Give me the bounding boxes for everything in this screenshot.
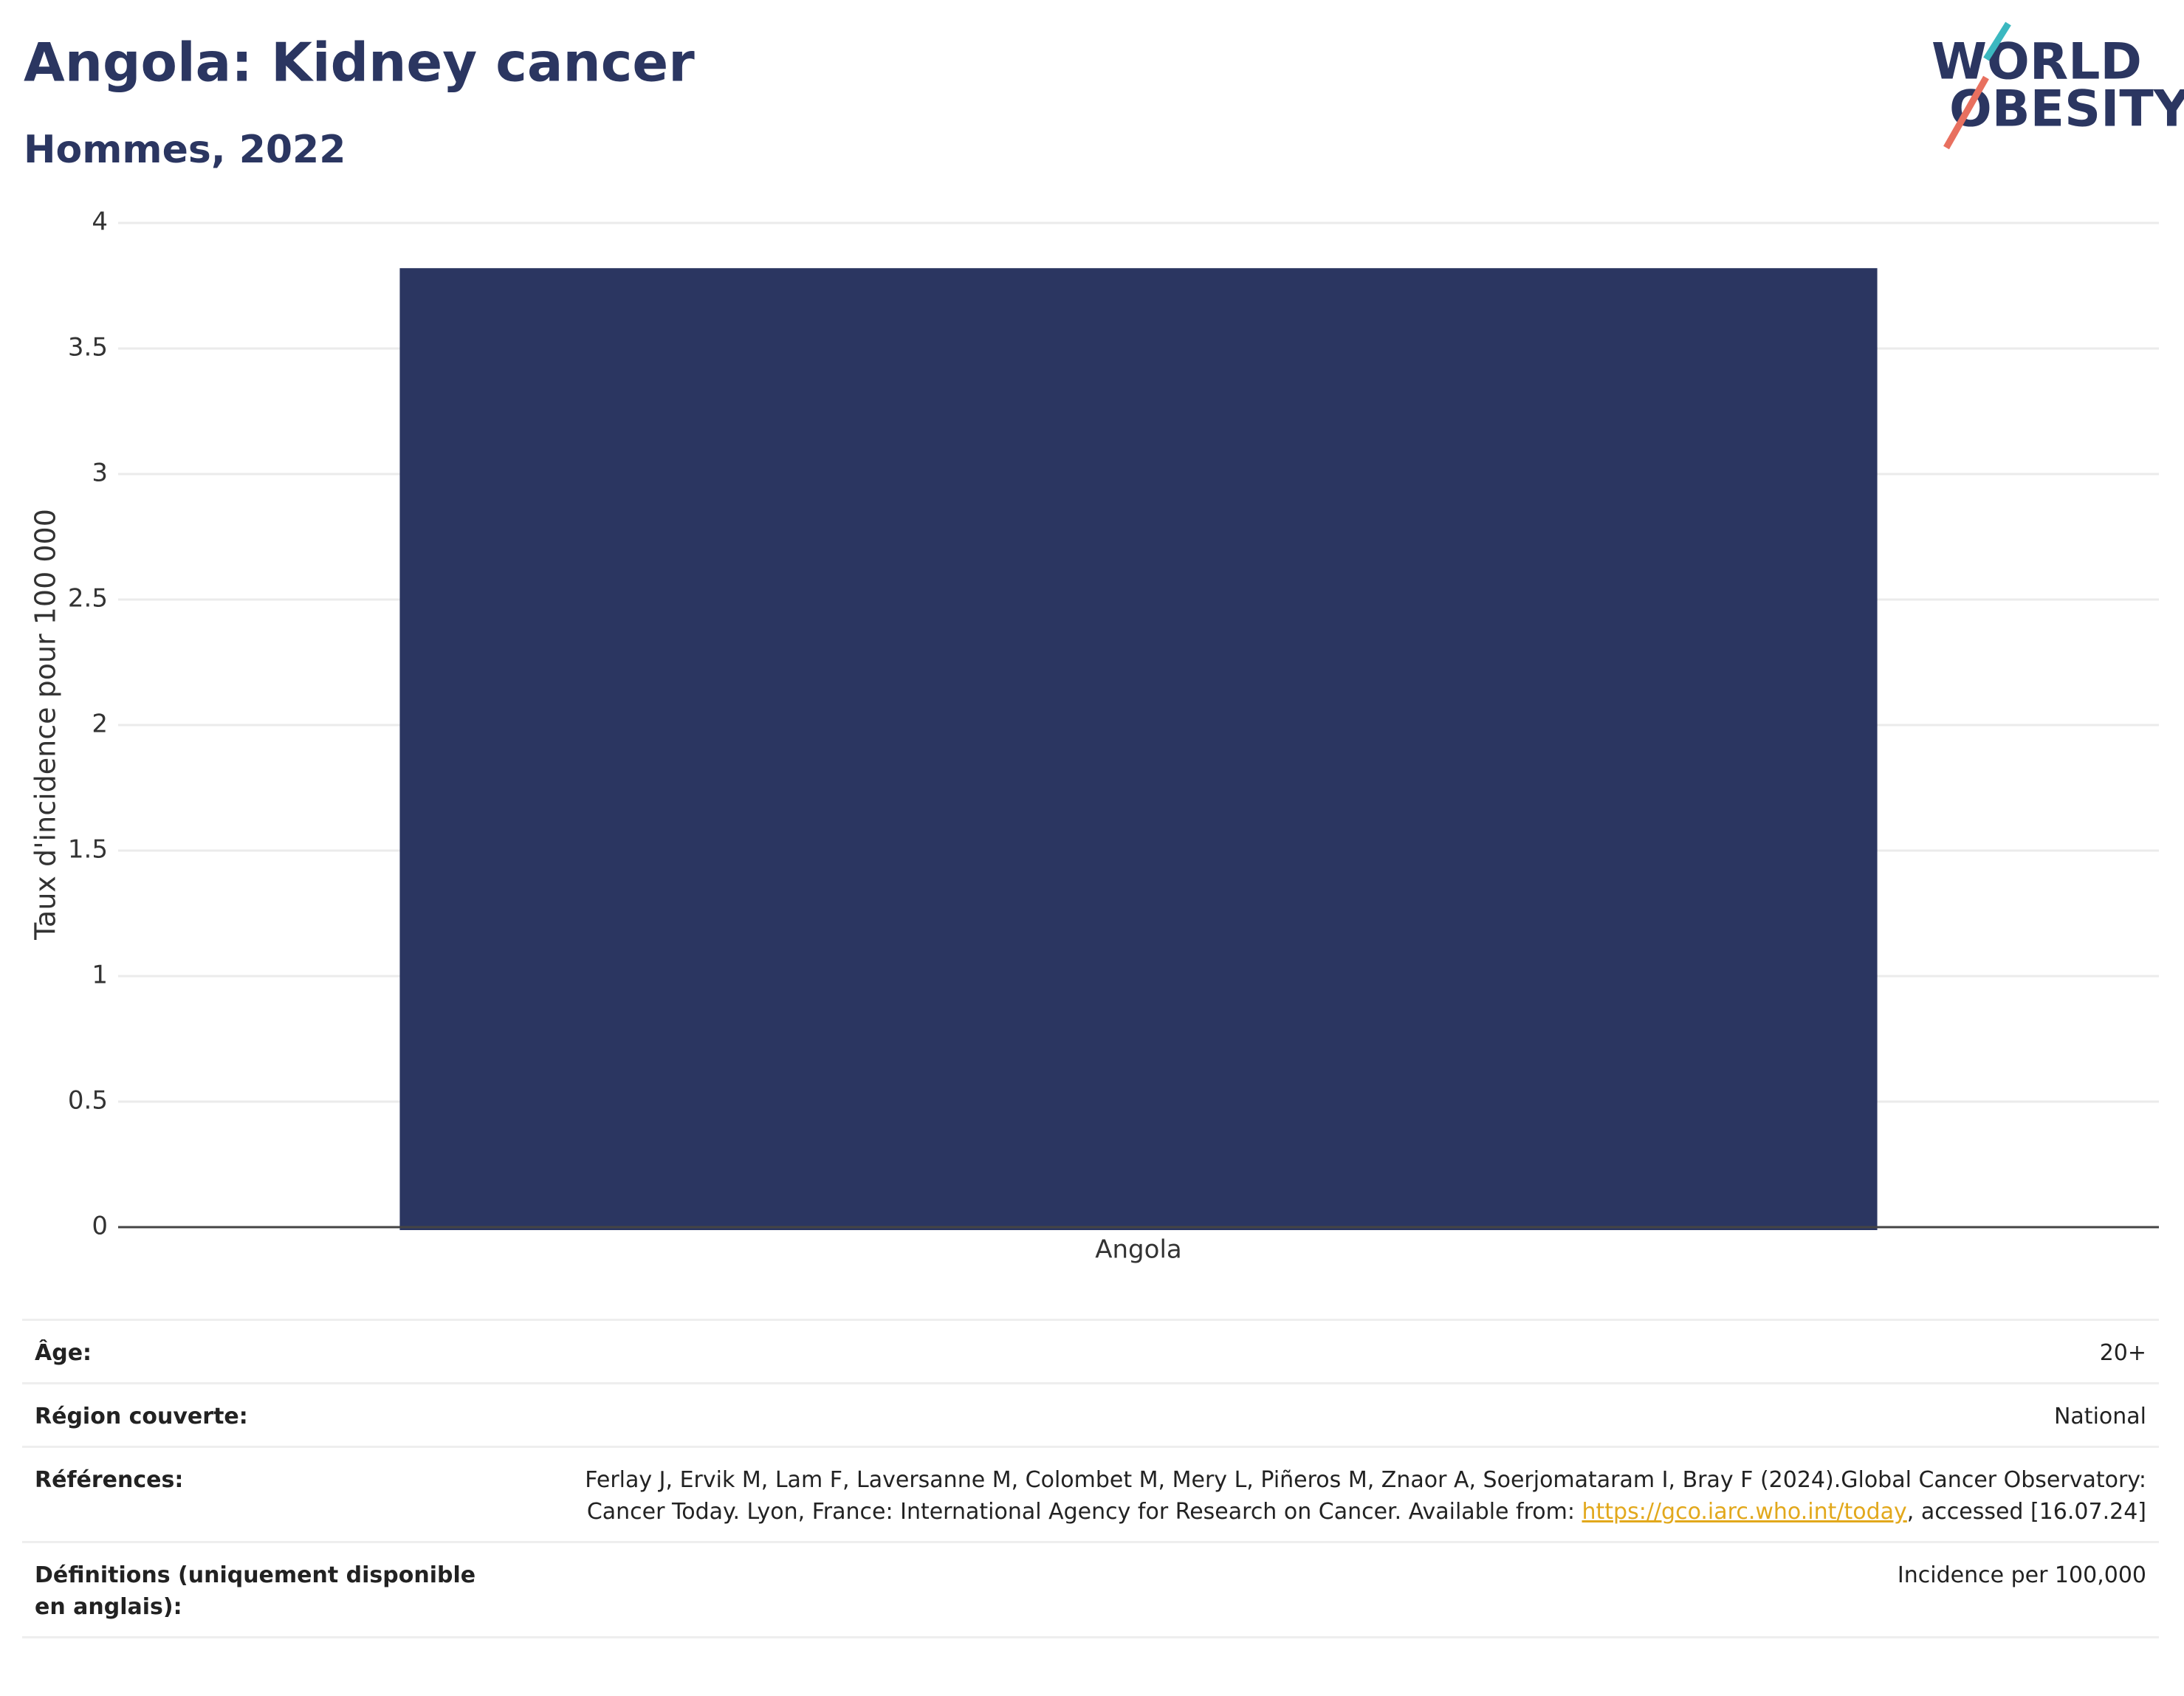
row-key: Références: xyxy=(35,1467,184,1493)
reference-text: , accessed [16.07.24] xyxy=(1906,1499,2146,1525)
row-key: Âge: xyxy=(35,1340,92,1366)
y-tick-label: 0 xyxy=(92,1212,108,1241)
row-value: Ferlay J, Ervik M, Lam F, Laversanne M, … xyxy=(581,1464,2146,1528)
y-tick-label: 1 xyxy=(92,961,108,990)
logo-text: WORLD xyxy=(1931,33,2142,92)
logo: WORLD OBESITY xyxy=(1931,21,2184,150)
y-tick-label: 3 xyxy=(92,459,108,488)
x-tick-label: Angola xyxy=(1095,1235,1181,1265)
chart: Angola: Kidney cancer Hommes, 2022 WORLD… xyxy=(24,21,2184,1265)
table-row: Région couverte: National xyxy=(22,1382,2159,1446)
info-table: Âge: 20+ Région couverte: National Référence… xyxy=(22,1319,2159,1638)
logo-slash xyxy=(1983,21,2011,61)
reference-link[interactable]: https://gco.iarc.who.int/today xyxy=(1582,1499,1907,1525)
table-row: Âge: 20+ xyxy=(22,1319,2159,1382)
y-axis-label: Taux d'incidence pour 100 000 xyxy=(30,509,62,941)
y-tick-label: 3.5 xyxy=(68,333,108,363)
reference-text: Ferlay J, Ervik M, Lam F, Laversanne M, … xyxy=(585,1467,2146,1525)
row-key: Région couverte: xyxy=(35,1404,248,1429)
y-tick-label: 2.5 xyxy=(68,584,108,614)
bar xyxy=(399,268,1878,1231)
y-tick-label: 1.5 xyxy=(68,835,108,865)
y-tick-label: 0.5 xyxy=(68,1086,108,1116)
y-tick-label: 2 xyxy=(92,710,108,739)
table-row: Références: Ferlay J, Ervik M, Lam F, Lav… xyxy=(22,1446,2159,1541)
row-value: 20+ xyxy=(2099,1340,2146,1366)
row-key: Définitions (uniquement disponible en an… xyxy=(35,1562,476,1620)
logo-text: OBESITY xyxy=(1949,80,2184,139)
table-row: Définitions (uniquement disponible en an… xyxy=(22,1541,2159,1638)
row-value: National xyxy=(2053,1404,2146,1429)
y-tick-label: 4 xyxy=(92,207,108,237)
chart-subtitle: Hommes, 2022 xyxy=(24,128,346,172)
logo-slash xyxy=(1943,75,1989,150)
chart-title: Angola: Kidney cancer xyxy=(24,32,695,94)
row-value: Incidence per 100,000 xyxy=(1897,1562,2146,1588)
